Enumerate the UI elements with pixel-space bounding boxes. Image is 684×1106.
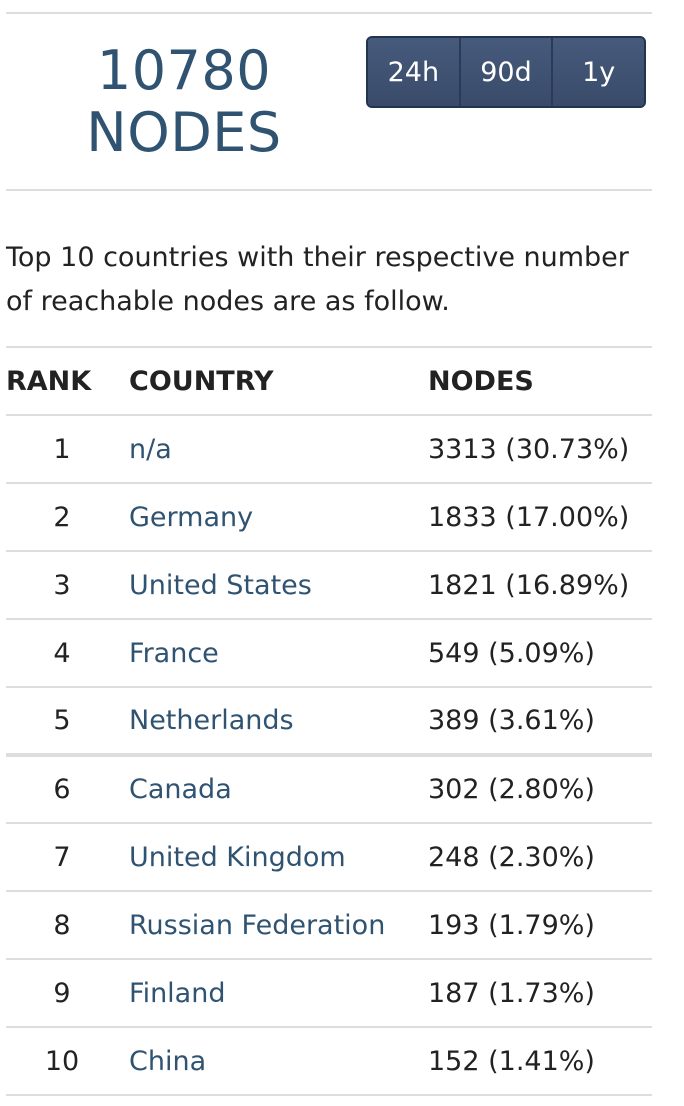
rank-cell: 2 [6,482,118,551]
country-link[interactable]: n/a [129,433,172,465]
nodes-cell: 193 (1.79%) [428,890,652,959]
table-row: 9 Finland 187 (1.73%) [6,958,652,1027]
country-cell: United States [118,550,428,619]
country-link[interactable]: China [129,1045,207,1077]
range-1y-button[interactable]: 1y [553,38,644,106]
country-cell: Russian Federation [118,890,428,959]
country-link[interactable]: United States [129,569,312,601]
country-cell: France [118,618,428,687]
country-cell: Finland [118,958,428,1027]
country-link[interactable]: Finland [129,977,226,1009]
rank-cell: 9 [6,958,118,1027]
table-row: 3 United States 1821 (16.89%) [6,550,652,619]
time-range-selector: 24h 90d 1y [366,36,646,108]
table-row: 7 United Kingdom 248 (2.30%) [6,822,652,891]
country-cell: n/a [118,414,428,483]
summary-divider [6,189,652,191]
country-link[interactable]: Canada [129,774,232,805]
rank-column-header: RANK [6,346,118,415]
country-link[interactable]: France [129,637,219,669]
nodes-column-header: NODES [428,346,652,415]
nodes-cell: 549 (5.09%) [428,618,652,687]
rank-cell: 8 [6,890,118,959]
country-link[interactable]: Germany [129,501,254,533]
table-row: 10 China 152 (1.41%) [6,1026,652,1096]
country-cell: Germany [118,482,428,551]
rank-cell: 10 [6,1026,118,1096]
table-header-row: RANK COUNTRY NODES [6,346,652,415]
node-count-summary: 10780 NODES [56,40,312,164]
node-count-value: 10780 [96,39,272,102]
country-cell: United Kingdom [118,822,428,891]
rank-cell: 3 [6,550,118,619]
nodes-cell: 187 (1.73%) [428,958,652,1027]
table-body: 1 n/a 3313 (30.73%) 2 Germany 1833 (17.00%) 3 U… [6,414,652,1096]
country-cell: Canada [118,753,428,823]
country-column-header: COUNTRY [118,346,428,415]
nodes-cell: 248 (2.30%) [428,822,652,891]
nodes-cell: 1833 (17.00%) [428,482,652,551]
country-link[interactable]: Russian Federation [129,909,386,941]
intro-text: Top 10 countries with their respective n… [6,242,629,317]
range-90d-button[interactable]: 90d [460,38,554,106]
top-divider [6,12,652,14]
country-cell: Netherlands [118,686,428,755]
table-row: 2 Germany 1833 (17.00%) [6,482,652,551]
table-row: 5 Netherlands 389 (3.61%) [6,686,652,755]
nodes-cell: 3313 (30.73%) [428,414,652,483]
rank-cell: 6 [6,753,118,823]
nodes-cell: 389 (3.61%) [428,686,652,755]
country-link[interactable]: Netherlands [129,705,294,736]
rank-cell: 4 [6,618,118,687]
rank-cell: 7 [6,822,118,891]
table-row: 1 n/a 3313 (30.73%) [6,414,652,483]
table-row: 8 Russian Federation 193 (1.79%) [6,890,652,959]
nodes-cell: 152 (1.41%) [428,1026,652,1096]
country-cell: China [118,1026,428,1096]
country-ranking-table: RANK COUNTRY NODES 1 n/a 3313 (30.73%) 2 Ger… [6,346,652,1096]
table-row: 6 Canada 302 (2.80%) [6,753,652,823]
country-link[interactable]: United Kingdom [129,841,346,873]
rank-cell: 5 [6,686,118,755]
nodes-cell: 1821 (16.89%) [428,550,652,619]
nodes-cell: 302 (2.80%) [428,753,652,823]
range-24h-button[interactable]: 24h [368,38,461,106]
node-count-unit: NODES [86,101,282,164]
rank-cell: 1 [6,414,118,483]
table-row: 4 France 549 (5.09%) [6,618,652,687]
